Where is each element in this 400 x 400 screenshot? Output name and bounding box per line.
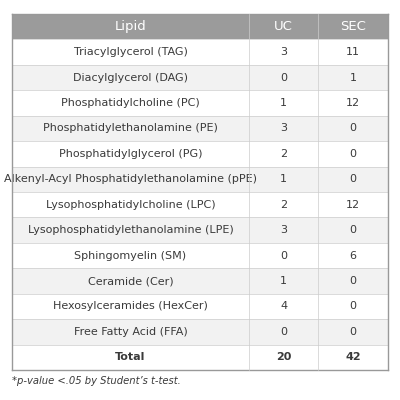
Bar [12,141,249,166]
Text: 2: 2 [280,200,287,210]
Bar [318,40,388,65]
Bar [249,243,318,268]
Bar [249,141,318,166]
Bar [12,116,249,141]
Text: 0: 0 [350,124,357,134]
Bar [249,319,318,344]
Text: 2: 2 [280,149,287,159]
Text: 0: 0 [280,250,287,260]
Bar [318,141,388,166]
Bar [12,192,249,218]
Text: Lipid: Lipid [114,20,146,33]
Bar [318,90,388,116]
Text: Hexosylceramides (HexCer): Hexosylceramides (HexCer) [53,302,208,312]
Text: Triacylglycerol (TAG): Triacylglycerol (TAG) [74,47,187,57]
Text: 0: 0 [350,327,357,337]
Bar [318,344,388,370]
Text: Phosphatidylethanolamine (PE): Phosphatidylethanolamine (PE) [43,124,218,134]
Text: Sphingomyelin (SM): Sphingomyelin (SM) [74,250,186,260]
Text: 1: 1 [280,276,287,286]
Text: 11: 11 [346,47,360,57]
Text: Diacylglycerol (DAG): Diacylglycerol (DAG) [73,72,188,82]
Bar [12,294,249,319]
Text: Lysophosphatidylethanolamine (LPE): Lysophosphatidylethanolamine (LPE) [28,225,233,235]
Bar [249,40,318,65]
Text: 0: 0 [350,149,357,159]
Text: 0: 0 [350,276,357,286]
Bar [12,14,249,40]
Bar [249,344,318,370]
Bar [249,65,318,90]
Bar [318,116,388,141]
Text: Total: Total [115,352,146,362]
Bar [12,40,249,65]
Bar [249,166,318,192]
Bar [12,218,249,243]
Text: 1: 1 [280,174,287,184]
Text: 12: 12 [346,98,360,108]
Text: Ceramide (Cer): Ceramide (Cer) [88,276,173,286]
Text: Alkenyl-Acyl Phosphatidylethanolamine (pPE): Alkenyl-Acyl Phosphatidylethanolamine (p… [4,174,257,184]
Text: 12: 12 [346,200,360,210]
Text: 1: 1 [280,98,287,108]
Bar [12,344,249,370]
Bar [12,268,249,294]
Bar [12,166,249,192]
Bar [318,268,388,294]
Text: 0: 0 [350,302,357,312]
Text: SEC: SEC [340,20,366,33]
Text: 4: 4 [280,302,287,312]
Bar [318,14,388,40]
Text: 0: 0 [350,225,357,235]
Text: 6: 6 [350,250,357,260]
Bar [249,268,318,294]
Bar [12,65,249,90]
Bar [318,218,388,243]
Text: 3: 3 [280,47,287,57]
Bar [249,192,318,218]
Text: 0: 0 [280,327,287,337]
Bar [249,90,318,116]
Bar [318,319,388,344]
Bar [249,218,318,243]
Text: 3: 3 [280,225,287,235]
Bar [318,294,388,319]
Bar [318,166,388,192]
Text: 3: 3 [280,124,287,134]
Bar [318,65,388,90]
Bar [249,116,318,141]
Bar [12,319,249,344]
Text: 0: 0 [350,174,357,184]
Text: 42: 42 [346,352,361,362]
Bar [12,243,249,268]
Text: 0: 0 [280,72,287,82]
Text: 1: 1 [350,72,357,82]
Bar [318,243,388,268]
Text: Free Fatty Acid (FFA): Free Fatty Acid (FFA) [74,327,187,337]
Bar [249,294,318,319]
Bar [12,90,249,116]
Text: *p-value <.05 by Student’s t-test.: *p-value <.05 by Student’s t-test. [12,376,181,386]
Text: Phosphatidylglycerol (PG): Phosphatidylglycerol (PG) [59,149,202,159]
Text: Lysophosphatidylcholine (LPC): Lysophosphatidylcholine (LPC) [46,200,215,210]
Bar [318,192,388,218]
Bar [249,14,318,40]
Text: 20: 20 [276,352,291,362]
Text: UC: UC [274,20,293,33]
Text: Phosphatidylcholine (PC): Phosphatidylcholine (PC) [61,98,200,108]
